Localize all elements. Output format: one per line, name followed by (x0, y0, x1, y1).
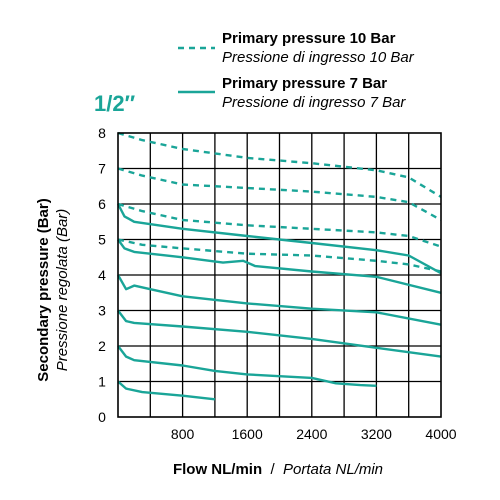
x-tick-label: 3200 (361, 426, 392, 442)
y-axis-label-bold: Secondary pressure (Bar) (35, 198, 52, 381)
legend: Primary pressure 10 Bar Pressione di ing… (178, 30, 415, 111)
y-axis-label: Secondary pressure (Bar) Pressione regol… (35, 198, 71, 381)
series-line-dashed-2 (117, 202, 442, 248)
series-line-solid-4 (116, 203, 442, 275)
series-line-solid-8 (117, 345, 377, 387)
x-tick-label: 4000 (425, 426, 456, 442)
plot-frame (117, 132, 442, 418)
series-line-dashed-0 (117, 131, 442, 198)
y-tick-label: 3 (98, 303, 106, 319)
y-axis-label-italic: Pressione regolata (Bar) (54, 209, 71, 372)
series-line-solid-5 (117, 238, 442, 294)
y-tick-label: 2 (98, 338, 106, 354)
y-tick-label: 8 (98, 125, 106, 141)
series-line-solid-9 (117, 380, 216, 401)
series-line-solid-6 (116, 274, 442, 326)
x-axis-label-bold: Flow NL/min (173, 461, 262, 478)
chart-title: 1/2″ (94, 91, 136, 116)
series-group (116, 131, 442, 401)
x-axis-label-sep: / (266, 461, 279, 478)
series-line-solid-7 (117, 309, 442, 358)
svg-text:Secondary pressure (Bar): Secondary pressure (Bar) (35, 198, 52, 381)
y-tick-labels: 0 1 2 3 4 5 6 7 8 (98, 125, 106, 425)
series-line-dashed-3 (117, 238, 442, 273)
grid (118, 133, 441, 417)
x-tick-label: 800 (171, 426, 195, 442)
svg-text:Pressione regolata (Bar): Pressione regolata (Bar) (54, 209, 71, 372)
y-tick-label: 1 (98, 374, 106, 390)
x-tick-label: 1600 (232, 426, 263, 442)
y-tick-label: 4 (98, 267, 106, 283)
legend-label-italic: Pressione di ingresso 10 Bar (222, 49, 415, 66)
y-tick-label: 0 (98, 409, 106, 425)
legend-label-bold: Primary pressure 10 Bar (222, 30, 396, 47)
y-tick-label: 5 (98, 232, 106, 248)
x-tick-labels: 800 1600 2400 3200 4000 (171, 426, 457, 442)
legend-label-bold: Primary pressure 7 Bar (222, 75, 387, 92)
x-axis-label-italic: Portata NL/min (283, 461, 383, 478)
series-line-dashed-1 (117, 167, 442, 222)
x-axis-label: Flow NL/min / Portata NL/min (173, 461, 383, 478)
y-tick-label: 7 (98, 161, 106, 177)
y-tick-label: 6 (98, 196, 106, 212)
x-tick-label: 2400 (296, 426, 327, 442)
legend-label-italic: Pressione di ingresso 7 Bar (222, 94, 406, 111)
